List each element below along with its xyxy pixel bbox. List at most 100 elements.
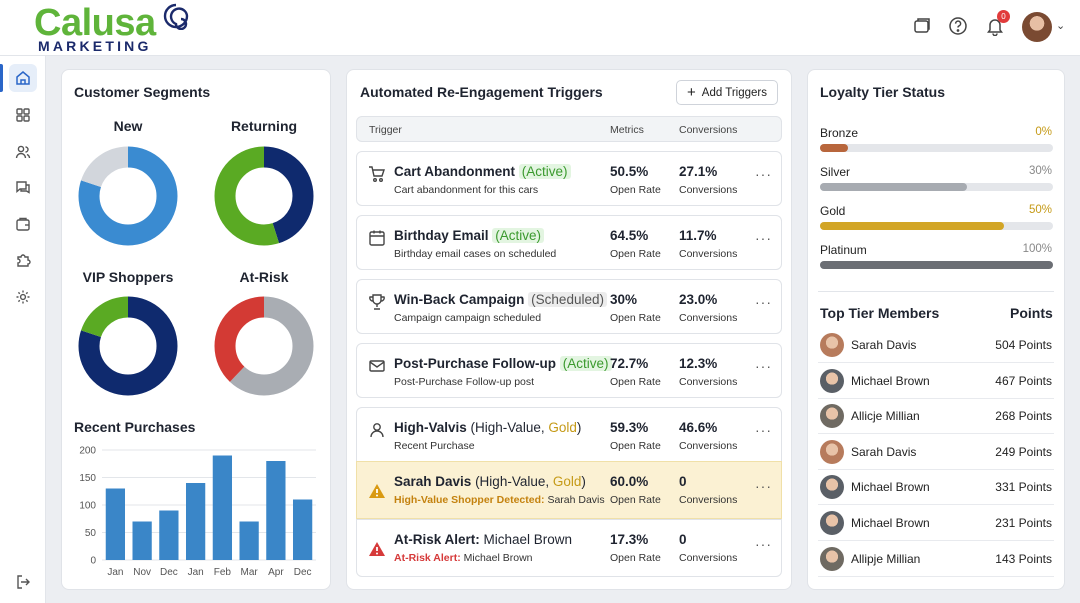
customer-segments-title: Customer Segments — [74, 84, 211, 100]
trigger-row[interactable]: Birthday Email (Active) Birthday email c… — [356, 215, 782, 270]
more-options-icon[interactable]: ··· — [755, 166, 772, 182]
cart-icon — [368, 165, 386, 183]
more-options-icon[interactable]: ··· — [755, 230, 772, 246]
conversion-label: Conversions — [679, 312, 738, 324]
conversion-value: 11.7% — [679, 228, 717, 243]
triggers-title: Automated Re-Engagement Triggers — [360, 84, 603, 100]
conversion-value: 12.3% — [679, 356, 718, 371]
member-name: Allipje Millian — [851, 551, 921, 566]
wallet-icon[interactable] — [9, 210, 37, 238]
member-name: Sarah Davis — [851, 338, 917, 352]
x-tick-label: Dec — [160, 567, 178, 578]
conversion-label: Conversions — [679, 248, 738, 260]
user-avatar[interactable] — [1022, 12, 1052, 42]
trigger-title: High-Valvis (High-Value, Gold) — [394, 420, 582, 435]
add-triggers-button[interactable]: + Add Triggers — [676, 80, 778, 105]
trigger-row[interactable]: High-Valvis (High-Value, Gold) Recent Pu… — [356, 407, 782, 462]
users-icon[interactable] — [9, 138, 37, 166]
gear-icon[interactable] — [9, 283, 37, 311]
x-tick-label: Jan — [188, 567, 204, 578]
brand-logo[interactable]: Calusa MARKETING — [34, 2, 194, 54]
metric-value: 72.7% — [610, 356, 649, 371]
metric-label: Open Rate — [610, 248, 661, 260]
member-row[interactable]: Michael Brown 331 Points — [818, 470, 1054, 506]
tier-percent: 100% — [1022, 243, 1052, 255]
bar — [239, 521, 259, 560]
x-tick-label: Mar — [241, 567, 259, 578]
x-tick-label: Feb — [214, 567, 232, 578]
member-row[interactable]: Sarah Davis 504 Points — [818, 328, 1054, 363]
metric-label: Open Rate — [610, 494, 661, 506]
donut-label-new: New — [113, 118, 143, 134]
donut-slice — [78, 296, 178, 396]
plus-icon: + — [687, 84, 696, 101]
puzzle-icon[interactable] — [9, 246, 37, 274]
home-icon[interactable] — [9, 64, 37, 92]
recent-purchases-title: Recent Purchases — [74, 419, 196, 435]
x-tick-label: Nov — [133, 567, 151, 578]
bar — [212, 455, 233, 560]
top-bar: Calusa MARKETING 0 ⌄ — [0, 0, 1080, 56]
member-row[interactable]: Sarah Davis 249 Points — [818, 435, 1054, 470]
more-options-icon[interactable]: ··· — [755, 478, 772, 494]
member-points: 331 Points — [995, 480, 1052, 495]
conversion-label: Conversions — [679, 440, 738, 452]
more-options-icon[interactable]: ··· — [755, 358, 772, 374]
member-points: 249 Points — [995, 444, 1052, 459]
trigger-description: Birthday email cases on scheduled — [394, 248, 557, 260]
cards-icon[interactable] — [912, 16, 934, 38]
trigger-description: Recent Purchase — [394, 440, 475, 452]
help-icon[interactable] — [948, 16, 970, 38]
x-tick-label: Apr — [268, 567, 284, 578]
trigger-row[interactable]: Win-Back Campaign (Scheduled) Campaign c… — [356, 279, 782, 334]
donut-label-at-risk: At-Risk — [239, 269, 289, 285]
calendar-icon — [368, 229, 386, 247]
trigger-title: Win-Back Campaign (Scheduled) — [394, 292, 607, 307]
donut-slice — [78, 146, 178, 246]
trigger-title: Cart Abandonment (Active) — [394, 164, 571, 179]
bell-icon[interactable] — [985, 16, 1007, 38]
more-options-icon[interactable]: ··· — [755, 294, 772, 310]
trigger-title: Birthday Email (Active) — [394, 228, 545, 243]
trophy-icon — [368, 293, 386, 311]
metric-value: 64.5% — [610, 228, 649, 243]
trigger-row[interactable]: Cart Abandonment (Active) Cart abandonme… — [356, 151, 782, 206]
status-badge: (Active) — [518, 164, 571, 179]
member-avatar — [820, 439, 844, 464]
metric-value: 60.0% — [610, 474, 649, 489]
metric-label: Open Rate — [610, 312, 661, 324]
more-options-icon[interactable]: ··· — [755, 422, 772, 438]
add-triggers-label: Add Triggers — [701, 86, 767, 99]
member-avatar — [820, 404, 844, 429]
member-row[interactable]: Allipje Millian 143 Points — [818, 542, 1054, 577]
tier-name: Bronze — [820, 126, 859, 140]
trigger-row[interactable]: At-Risk Alert: Michael Brown At-Risk Ale… — [356, 519, 782, 577]
points-column-title: Points — [1010, 305, 1053, 321]
tier-name: Platinum — [820, 243, 867, 257]
status-badge: (Active) — [492, 228, 545, 243]
status-badge: (Active) — [559, 356, 612, 371]
donut-slice — [214, 296, 314, 396]
status-badge: (Scheduled) — [528, 292, 607, 307]
tier-progress-fill — [820, 183, 967, 191]
bar — [132, 521, 152, 560]
grid-icon[interactable] — [9, 101, 37, 129]
chevron-down-icon[interactable]: ⌄ — [1056, 20, 1066, 32]
member-avatar — [820, 368, 844, 393]
member-row[interactable]: Allicje Millian 268 Points — [818, 399, 1054, 435]
member-avatar — [820, 546, 844, 571]
logout-icon[interactable] — [9, 568, 37, 596]
tier-progress-track — [820, 222, 1053, 230]
trigger-row[interactable]: Post-Purchase Follow-up (Active) Post-Pu… — [356, 343, 782, 398]
member-row[interactable]: Michael Brown 231 Points — [818, 506, 1054, 541]
tier-percent: 30% — [1028, 165, 1052, 177]
member-row[interactable]: Michael Brown 467 Points — [818, 364, 1054, 399]
more-options-icon[interactable]: ··· — [755, 536, 772, 552]
sidebar-active-indicator — [0, 64, 3, 92]
tier-progress-fill — [820, 144, 848, 152]
warning-icon — [368, 482, 386, 500]
triggers-table-header: Trigger Metrics Conversions — [356, 116, 782, 142]
trigger-row-highlighted[interactable]: Sarah Davis (High-Value, Gold) High-Valu… — [356, 461, 782, 519]
trigger-title: Sarah Davis (High-Value, Gold) — [394, 474, 586, 489]
chat-icon[interactable] — [9, 174, 37, 202]
